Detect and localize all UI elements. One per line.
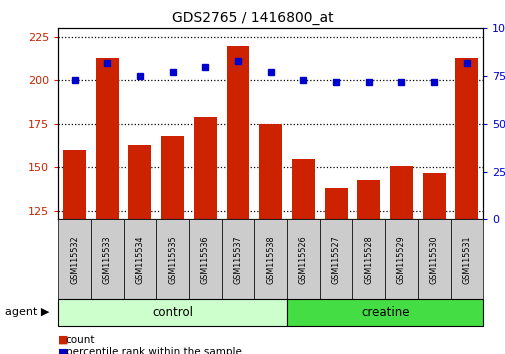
- Bar: [193, 117, 216, 219]
- Bar: [291, 159, 314, 219]
- Text: count: count: [66, 335, 95, 345]
- Bar: [128, 145, 151, 219]
- Text: GSM115530: GSM115530: [429, 235, 438, 284]
- Text: GSM115533: GSM115533: [103, 235, 112, 284]
- Text: GSM115536: GSM115536: [200, 235, 210, 284]
- Text: GSM115532: GSM115532: [70, 235, 79, 284]
- Text: GSM115529: GSM115529: [396, 235, 405, 284]
- Bar: [324, 188, 347, 219]
- Text: GSM115535: GSM115535: [168, 235, 177, 284]
- Text: GSM115531: GSM115531: [462, 235, 471, 284]
- Bar: [454, 58, 477, 219]
- Bar: [259, 124, 282, 219]
- Bar: [226, 46, 249, 219]
- Text: control: control: [152, 306, 193, 319]
- Text: GSM115527: GSM115527: [331, 235, 340, 284]
- Text: creatine: creatine: [360, 306, 409, 319]
- Bar: [63, 150, 86, 219]
- Bar: [161, 136, 184, 219]
- Bar: [422, 172, 445, 219]
- Text: GSM115534: GSM115534: [135, 235, 144, 284]
- Text: ■: ■: [58, 347, 72, 354]
- Text: agent ▶: agent ▶: [5, 307, 49, 318]
- Text: GSM115538: GSM115538: [266, 235, 275, 284]
- Text: GDS2765 / 1416800_at: GDS2765 / 1416800_at: [172, 11, 333, 25]
- Bar: [389, 166, 412, 219]
- Text: GSM115526: GSM115526: [298, 235, 308, 284]
- Text: GSM115528: GSM115528: [364, 235, 373, 284]
- Text: percentile rank within the sample: percentile rank within the sample: [66, 347, 241, 354]
- Bar: [95, 58, 119, 219]
- Text: GSM115537: GSM115537: [233, 235, 242, 284]
- Bar: [357, 179, 379, 219]
- Text: ■: ■: [58, 335, 72, 345]
